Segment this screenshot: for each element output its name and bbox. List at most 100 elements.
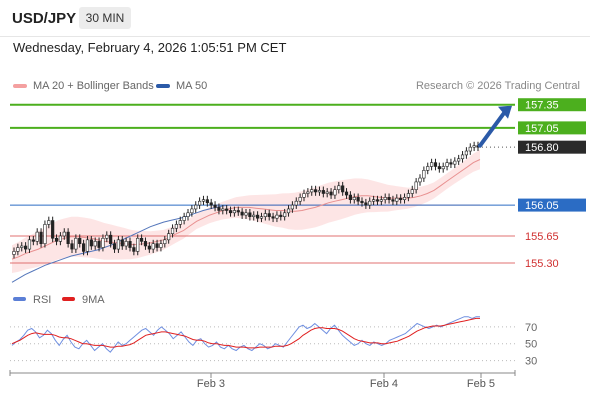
candle-body	[457, 158, 461, 162]
candle-body	[70, 243, 74, 250]
candle	[147, 242, 151, 253]
candle-body	[333, 189, 337, 196]
rsi-9ma-line	[11, 317, 480, 349]
candle	[364, 198, 368, 209]
candle-body	[348, 194, 353, 200]
candle	[82, 239, 86, 256]
candle	[132, 243, 136, 256]
candle-body	[205, 199, 209, 204]
candle	[12, 247, 16, 259]
candle	[313, 185, 318, 196]
candle-body	[66, 231, 70, 244]
candle-body	[58, 235, 62, 242]
symbol-label: USD/JPY	[12, 10, 77, 27]
candle-body	[344, 191, 349, 196]
candle-body	[78, 237, 82, 244]
candle	[236, 206, 240, 216]
candle-body	[337, 185, 341, 190]
candle	[399, 194, 403, 204]
candle	[51, 216, 55, 243]
candle-body	[43, 224, 47, 244]
candle-body	[383, 197, 387, 200]
candle	[406, 189, 411, 202]
candle-body	[275, 214, 279, 219]
candle-body	[422, 170, 426, 179]
candle	[58, 232, 62, 246]
candle-body	[364, 202, 368, 206]
candle-body	[182, 216, 186, 221]
candle-body	[186, 212, 190, 217]
candle	[252, 211, 256, 221]
candle-body	[159, 243, 163, 248]
candle	[368, 197, 372, 209]
candle-body	[244, 212, 248, 216]
x-tick-label: Feb 5	[467, 378, 495, 390]
candle-body	[109, 234, 113, 244]
candle	[341, 181, 345, 196]
timeframe-button[interactable]: 30 MIN	[79, 7, 131, 29]
candle	[453, 157, 457, 169]
candle-body	[433, 162, 438, 167]
candle	[201, 195, 206, 206]
candle-body	[93, 241, 97, 247]
candle-body	[437, 166, 441, 170]
ma20-legend-label: MA 20 + Bollinger Bands	[33, 80, 154, 92]
candle	[333, 185, 337, 199]
candle	[74, 234, 78, 253]
candle	[441, 162, 445, 173]
candle	[140, 234, 144, 246]
candle-body	[406, 193, 411, 198]
candle	[89, 235, 93, 250]
candle-body	[240, 211, 244, 216]
candle	[387, 193, 391, 204]
resistance-label-1: 157.05	[525, 123, 559, 135]
candle	[116, 235, 120, 253]
candle-body	[391, 199, 395, 202]
candle-body	[221, 208, 225, 211]
candle	[414, 178, 418, 194]
candle-body	[418, 177, 422, 183]
candle-body	[313, 189, 318, 193]
candle	[271, 212, 275, 223]
candle-body	[279, 214, 283, 217]
candle-body	[360, 200, 364, 204]
candle	[457, 154, 461, 165]
candle-body	[23, 245, 28, 250]
candle	[437, 162, 441, 173]
candle	[410, 185, 414, 198]
candle	[217, 203, 221, 215]
candle-body	[147, 245, 151, 250]
candle	[151, 239, 155, 253]
candle-body	[174, 224, 179, 229]
resistance-label-0: 157.35	[525, 100, 559, 112]
candle-body	[271, 216, 275, 219]
x-tick-label: Feb 4	[370, 378, 398, 390]
rsi-legend-label-0: RSI	[33, 294, 51, 306]
candle-body	[306, 191, 310, 194]
candle-body	[194, 204, 198, 210]
candle	[426, 162, 430, 175]
candle-body	[329, 191, 333, 196]
candle	[344, 188, 349, 199]
candle	[70, 239, 74, 253]
candle-body	[213, 204, 217, 208]
rsi-legend-swatch-0	[13, 297, 26, 301]
candle-body	[112, 243, 117, 250]
candle	[263, 209, 267, 221]
candle-body	[140, 237, 144, 242]
rsi-legend-label-1: 9MA	[82, 294, 105, 306]
rsi-line	[11, 316, 480, 353]
candle-body	[201, 199, 206, 202]
candle	[112, 239, 117, 253]
candle	[39, 228, 43, 248]
candle	[267, 209, 271, 221]
ma50-legend-label: MA 50	[176, 80, 208, 92]
candle	[240, 208, 244, 219]
candle-body	[89, 239, 93, 247]
candle	[23, 242, 28, 253]
candle-body	[209, 202, 213, 206]
candle-body	[198, 200, 202, 206]
candle	[298, 193, 302, 206]
candle	[35, 228, 39, 246]
candle-body	[217, 207, 221, 211]
